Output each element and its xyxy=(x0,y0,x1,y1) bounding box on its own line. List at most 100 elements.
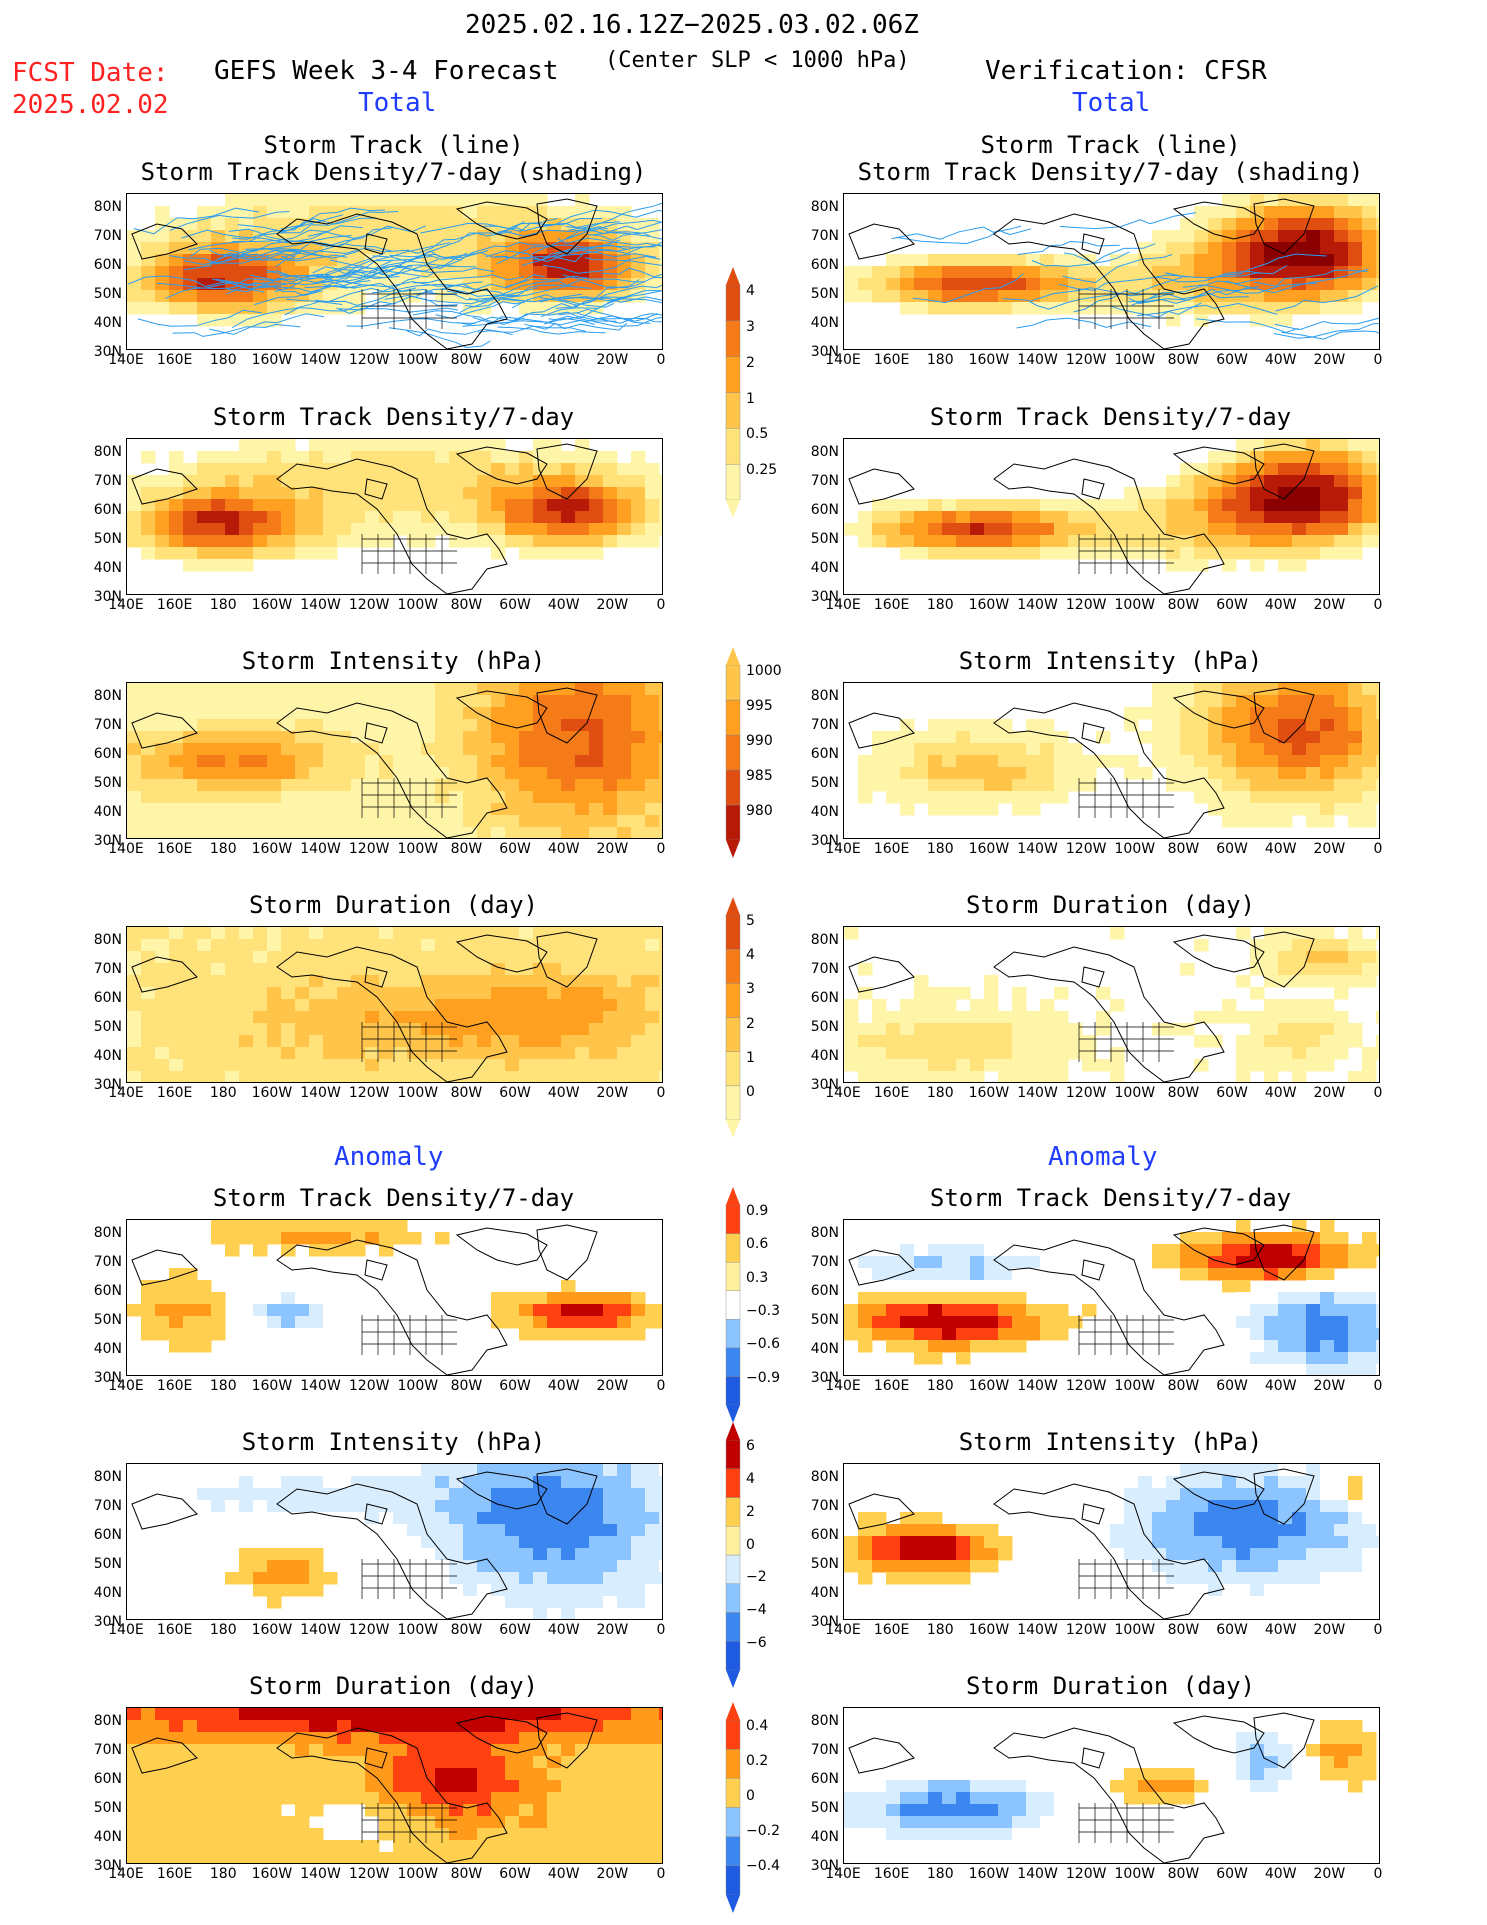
grid-cell xyxy=(1334,254,1349,267)
grid-cell xyxy=(970,1023,985,1036)
grid-cell xyxy=(1110,547,1125,560)
lon-tick-label: 120W xyxy=(348,597,390,613)
grid-cell xyxy=(1250,731,1265,744)
grid-cell xyxy=(914,779,929,792)
grid-cell xyxy=(900,1280,915,1293)
grid-cell xyxy=(463,487,478,500)
grid-cell xyxy=(603,755,618,768)
grid-cell xyxy=(872,290,887,303)
grid-cell xyxy=(1222,302,1237,315)
grid-cell xyxy=(253,975,268,988)
grid-cell xyxy=(956,1047,971,1060)
grid-cell xyxy=(533,547,548,560)
grid-cell xyxy=(1152,1244,1167,1257)
grid-cell xyxy=(141,731,156,744)
grid-cell xyxy=(337,683,352,696)
grid-cell xyxy=(225,1512,240,1525)
grid-cell xyxy=(561,535,576,548)
grid-cell xyxy=(547,963,562,976)
grid-cell xyxy=(956,1536,971,1549)
grid-cell xyxy=(197,963,212,976)
grid-cell xyxy=(1306,1232,1321,1245)
storm-track-line xyxy=(477,325,587,333)
grid-cell xyxy=(197,499,212,512)
lon-tick-label: 20W xyxy=(1313,1378,1346,1394)
grid-cell xyxy=(1012,791,1027,804)
grid-cell xyxy=(295,1804,310,1817)
grid-cell xyxy=(942,755,957,768)
grid-cell xyxy=(886,1548,901,1561)
grid-cell xyxy=(631,1816,646,1829)
grid-cell xyxy=(1376,242,1379,255)
grid-cell xyxy=(1208,547,1223,560)
grid-cell xyxy=(505,1768,520,1781)
grid-cell xyxy=(407,731,422,744)
grid-cell xyxy=(1124,707,1139,720)
grid-cell xyxy=(141,1023,156,1036)
grid-cell xyxy=(1306,230,1321,243)
grid-cell xyxy=(225,779,240,792)
grid-cell xyxy=(956,1292,971,1305)
grid-cell xyxy=(547,939,562,952)
grid-cell xyxy=(858,278,873,291)
grid-cell xyxy=(575,254,590,267)
grid-cell xyxy=(1054,1304,1069,1317)
grid-cell xyxy=(225,1816,240,1829)
grid-cell xyxy=(295,266,310,279)
storm-track-line xyxy=(228,228,352,243)
grid-cell xyxy=(1208,1328,1223,1341)
grid-cell xyxy=(561,1464,576,1477)
grid-cell xyxy=(1306,523,1321,536)
grid-cell xyxy=(505,1292,520,1305)
grid-cell xyxy=(1054,1476,1069,1489)
grid-cell xyxy=(1194,218,1209,231)
grid-cell xyxy=(603,1548,618,1561)
grid-cell xyxy=(1040,1047,1055,1060)
grid-cell xyxy=(505,1035,520,1048)
grid-cell xyxy=(872,1023,887,1036)
lat-tick-label: 30N xyxy=(810,589,839,605)
grid-cell xyxy=(1264,767,1279,780)
grid-cell xyxy=(421,194,436,207)
grid-cell xyxy=(1250,1464,1265,1477)
grid-cell xyxy=(309,719,324,732)
grid-cell xyxy=(561,743,576,756)
grid-cell xyxy=(281,1744,296,1757)
grid-cell xyxy=(956,731,971,744)
coastline-outline xyxy=(131,956,198,993)
grid-cell xyxy=(914,767,929,780)
grid-cell xyxy=(211,1852,226,1863)
grid-cell xyxy=(1278,463,1293,476)
grid-cell xyxy=(1334,951,1349,964)
grid-cell xyxy=(858,1059,873,1072)
grid-cell xyxy=(253,1304,268,1317)
grid-cell xyxy=(1278,206,1293,219)
lat-tick-label: 50N xyxy=(93,531,122,547)
lon-tick-label: 180 xyxy=(209,841,237,857)
grid-cell xyxy=(309,1035,324,1048)
grid-cell xyxy=(900,999,915,1012)
grid-cell xyxy=(561,755,576,768)
grid-cell xyxy=(1222,547,1237,560)
grid-cell xyxy=(169,475,184,488)
lat-tick-label: 40N xyxy=(810,1341,839,1357)
grid-cell xyxy=(533,487,548,500)
grid-cell xyxy=(561,707,576,720)
grid-cell xyxy=(141,767,156,780)
lon-tick-label: 140W xyxy=(1017,597,1058,613)
grid-cell xyxy=(1096,499,1111,512)
grid-cell xyxy=(533,1488,548,1501)
grid-cell xyxy=(645,1756,660,1769)
storm-track-line xyxy=(312,255,433,285)
grid-cell xyxy=(351,1035,366,1048)
lat-tick-label: 50N xyxy=(810,775,839,791)
grid-cell xyxy=(1222,1280,1237,1293)
grid-cell xyxy=(900,1023,915,1036)
grid-cell xyxy=(253,1232,268,1245)
grid-cell xyxy=(253,1512,268,1525)
grid-cell xyxy=(1222,1340,1237,1353)
grid-cell xyxy=(253,1316,268,1329)
grid-cell xyxy=(295,463,310,476)
grid-cell xyxy=(1348,975,1363,988)
grid-cell xyxy=(365,535,380,548)
